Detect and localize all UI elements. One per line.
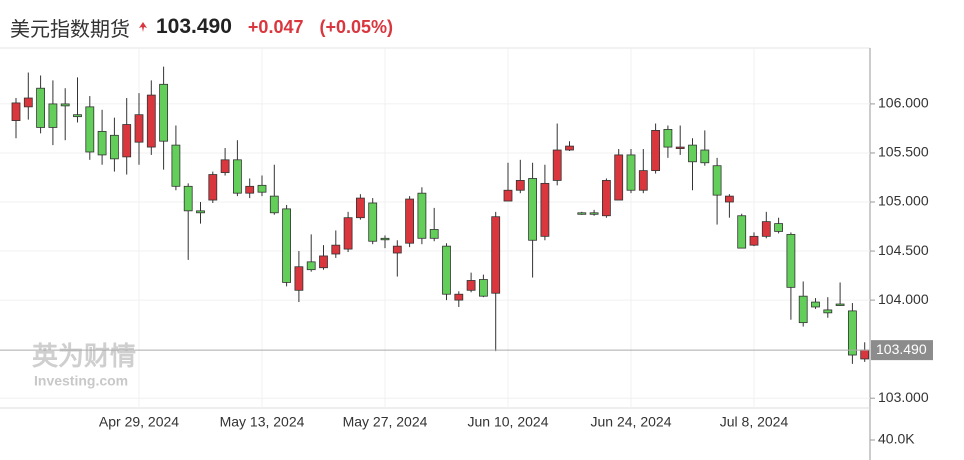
candle-body	[23, 97, 33, 108]
y-tick-label: 105.500	[878, 144, 929, 160]
candle-body	[737, 215, 747, 249]
volume-tick-label: 40.0K	[878, 431, 915, 447]
price: 103.490	[156, 15, 232, 38]
x-tick-label: Apr 29, 2024	[99, 414, 179, 430]
candle-body	[638, 170, 648, 191]
candle-body	[626, 154, 636, 191]
candle-body	[417, 192, 427, 239]
candle-body	[848, 310, 857, 356]
candle-body	[835, 303, 845, 306]
candle-body	[429, 229, 439, 239]
watermark-cn: 英为财情	[32, 341, 136, 371]
candle-body	[712, 165, 722, 196]
candle-body	[749, 235, 759, 246]
x-tick-label: Jun 24, 2024	[591, 414, 672, 430]
candle-body	[319, 255, 328, 269]
candle-body	[515, 180, 525, 191]
candle-body	[110, 134, 119, 160]
hot-icon	[139, 22, 147, 32]
candle-body	[577, 212, 587, 215]
candle-body	[552, 149, 562, 181]
change: +0.047	[247, 16, 304, 37]
candle-body	[602, 180, 611, 217]
candle-body	[786, 233, 796, 288]
candle-body	[282, 208, 292, 283]
y-tick-label: 104.500	[878, 242, 929, 258]
candle-body	[614, 154, 624, 201]
candle-body	[48, 103, 58, 128]
candle-body	[823, 309, 833, 314]
candle-body	[454, 293, 464, 301]
candle-body	[368, 202, 378, 242]
candle-body	[60, 103, 70, 107]
candle-body	[466, 280, 476, 291]
candle-body	[269, 195, 279, 214]
candle-body	[257, 184, 267, 193]
candle-body	[331, 244, 341, 255]
candle-body	[183, 185, 193, 212]
candle-body	[122, 124, 132, 158]
candle-body	[761, 221, 771, 237]
candle-body	[73, 114, 82, 118]
candle-body	[343, 217, 353, 250]
x-tick-label: Jul 8, 2024	[720, 414, 789, 430]
change-pct: (+0.05%)	[319, 16, 394, 37]
candle-body	[97, 130, 107, 156]
candle-body	[589, 212, 599, 215]
candle-body	[725, 195, 734, 203]
candle-body	[405, 198, 415, 244]
y-tick-label: 104.000	[878, 291, 929, 307]
x-tick-label: May 13, 2024	[220, 414, 305, 430]
candle-body	[208, 174, 218, 201]
candle-body	[528, 178, 537, 241]
candle-body	[774, 223, 783, 232]
y-tick-label: 106.000	[878, 95, 929, 111]
candle-body	[220, 159, 230, 173]
candle-body	[11, 102, 21, 121]
candle-body	[85, 106, 95, 153]
candle-body	[306, 261, 316, 271]
y-tick-label: 103.000	[878, 389, 929, 405]
candle-body	[294, 266, 304, 291]
candle-body	[36, 87, 45, 128]
y-tick-label: 105.000	[878, 193, 929, 209]
candle-body	[491, 216, 501, 294]
instrument-title: 美元指数期货	[10, 18, 130, 41]
candle-body	[355, 197, 365, 219]
candle-body	[700, 149, 710, 164]
candle-body	[134, 114, 144, 143]
candle-body	[651, 129, 660, 172]
candle-body	[540, 182, 550, 237]
candle-body	[442, 245, 451, 295]
watermark-en: Investing.com	[34, 373, 128, 389]
candle-body	[159, 83, 169, 142]
last-price-label: 103.490	[876, 341, 927, 357]
last-price-box	[871, 340, 933, 361]
candle-body	[675, 146, 685, 149]
candle-body	[860, 349, 870, 360]
candle-body	[146, 94, 156, 148]
candle-body	[245, 185, 255, 194]
candle-body	[565, 145, 574, 151]
candle-body	[232, 159, 242, 194]
candle-body	[688, 144, 697, 163]
candle-body	[663, 129, 673, 148]
candle-body	[503, 189, 513, 202]
candle-body	[171, 144, 181, 187]
x-tick-label: May 27, 2024	[343, 414, 428, 430]
x-tick-label: Jun 10, 2024	[468, 414, 549, 430]
candle-body	[798, 295, 808, 324]
header: 美元指数期货 103.490 +0.047 (+0.05%)	[10, 12, 393, 42]
candle-body	[478, 279, 488, 297]
candle-body	[811, 301, 820, 308]
candle-body	[380, 237, 390, 241]
candle-body	[392, 245, 402, 254]
candle-body	[196, 210, 205, 214]
